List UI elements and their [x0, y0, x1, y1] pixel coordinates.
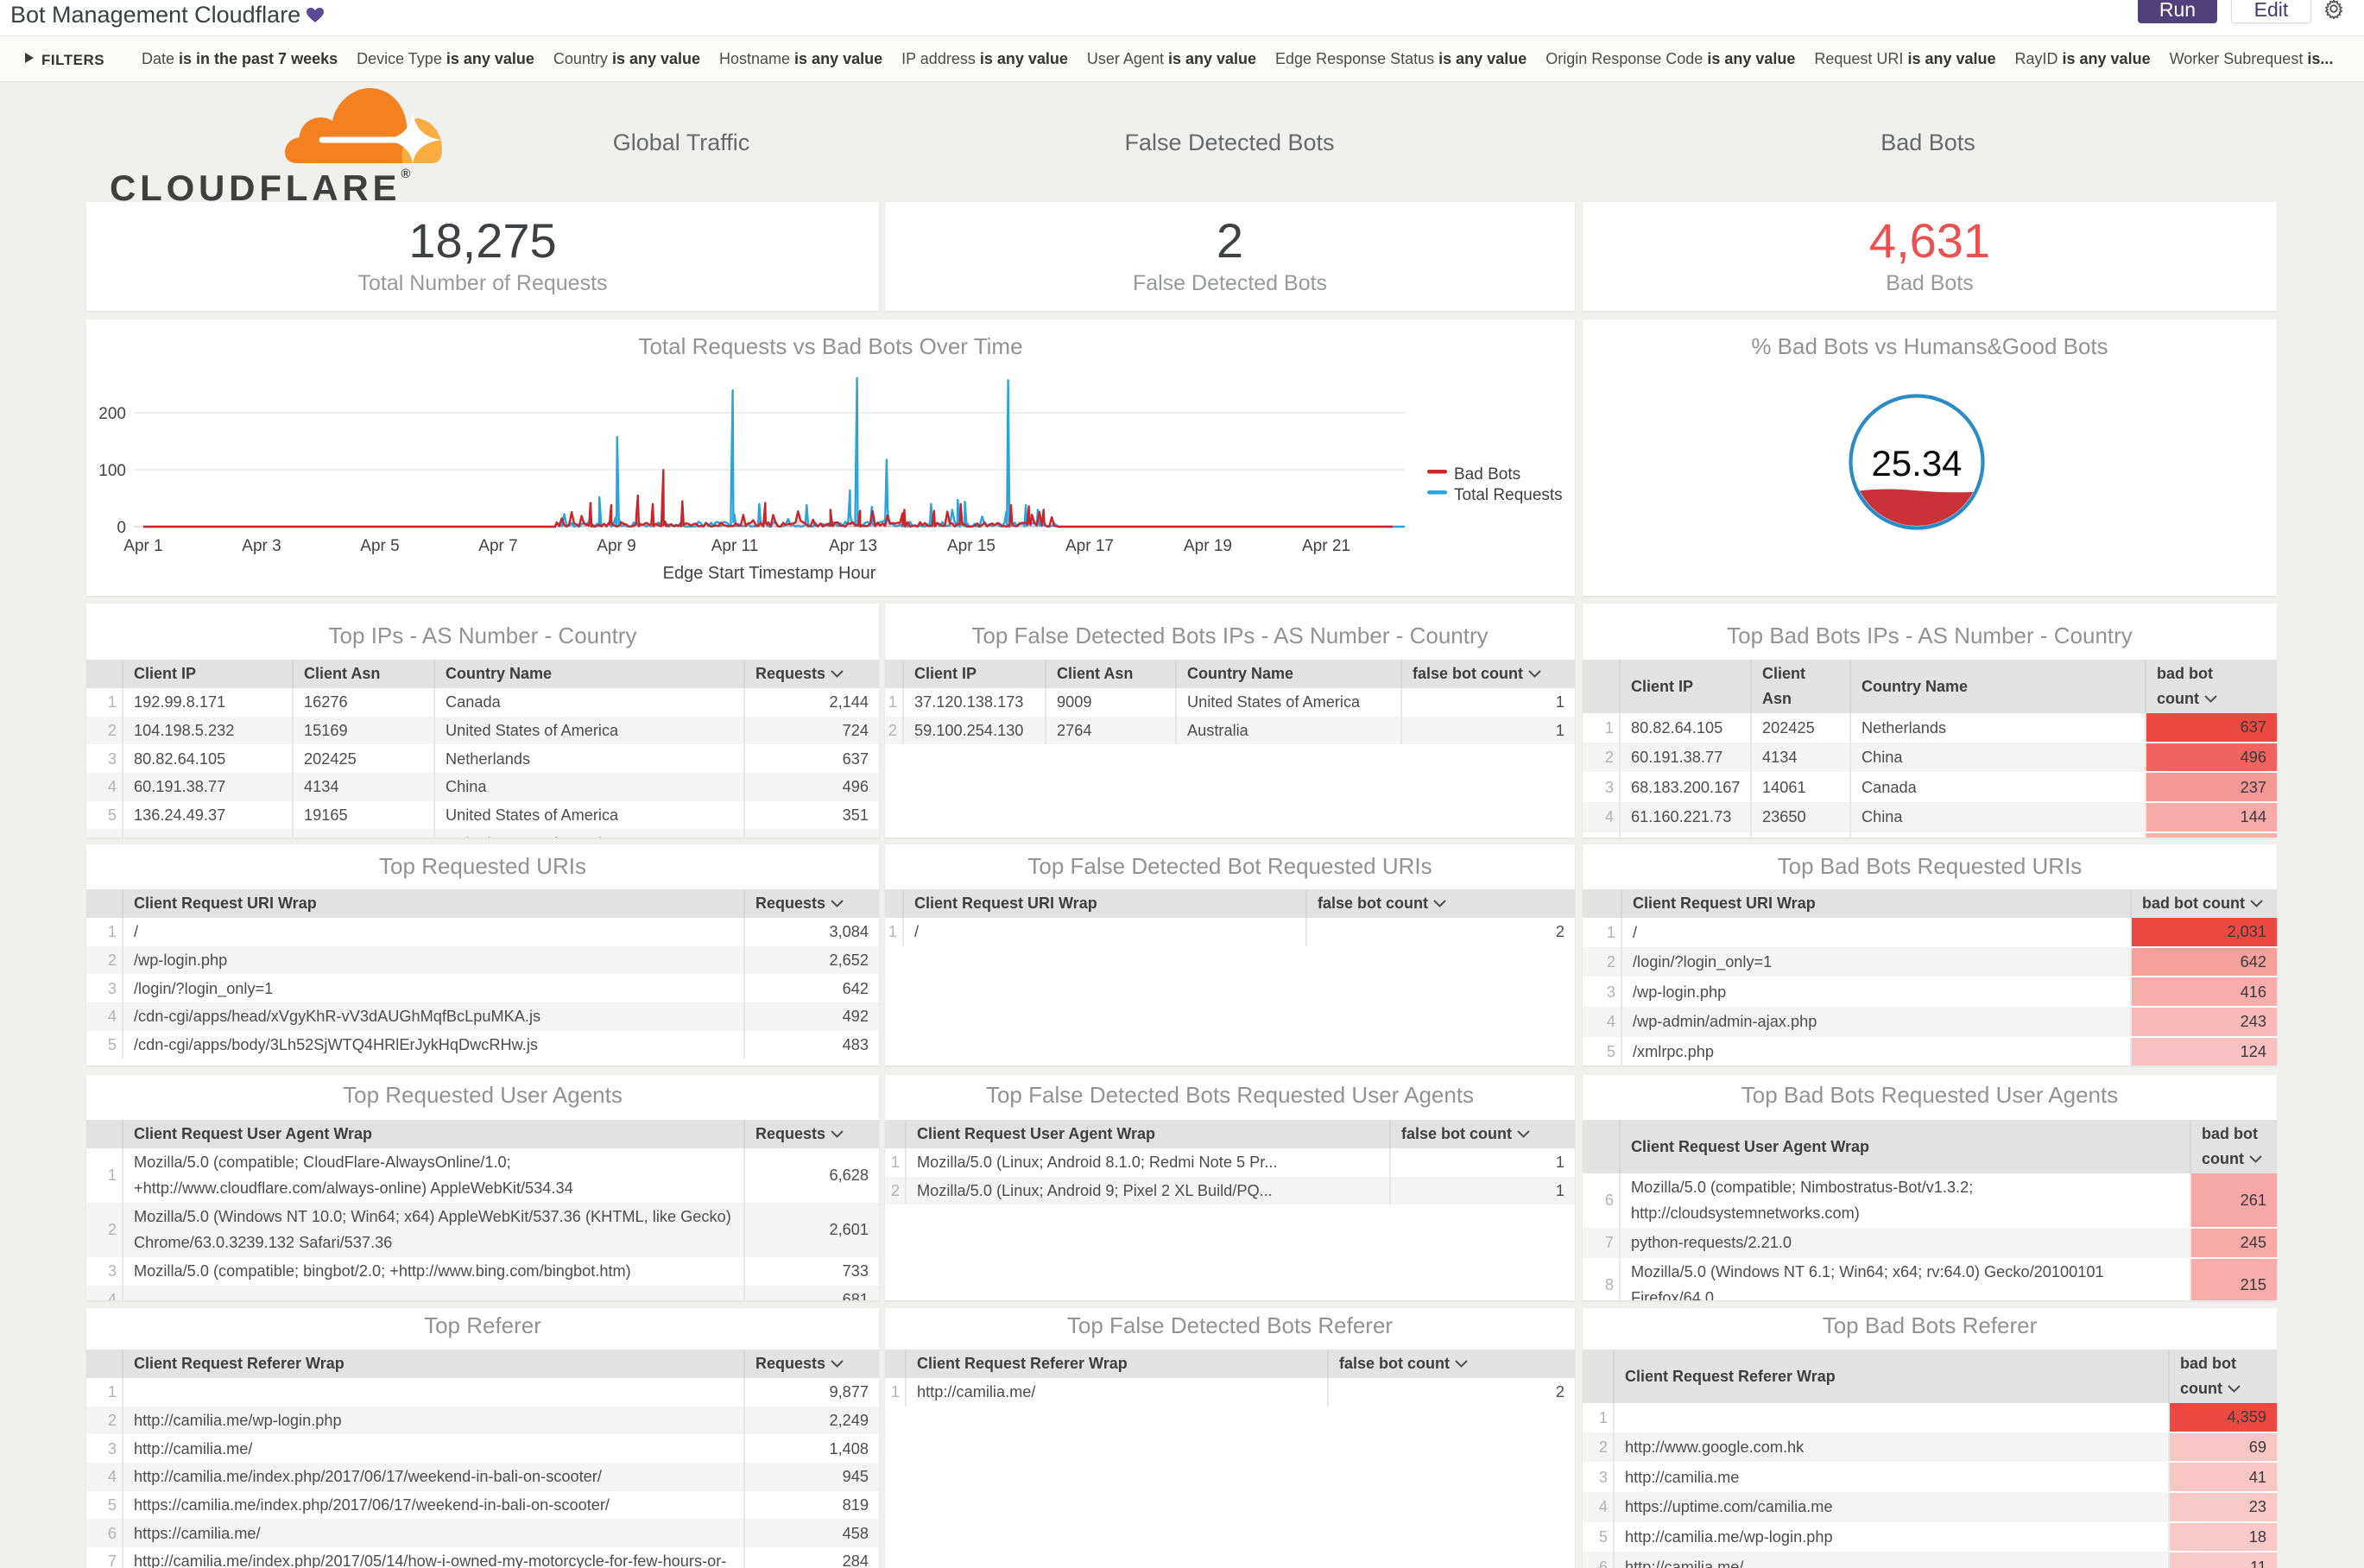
svg-text:Apr 9: Apr 9 [597, 537, 635, 555]
svg-text:Edge Start Timestamp Hour: Edge Start Timestamp Hour [663, 564, 876, 583]
svg-text:25.34: 25.34 [1871, 443, 1962, 484]
svg-text:0: 0 [117, 519, 126, 537]
svg-text:Apr 3: Apr 3 [242, 537, 281, 555]
svg-text:100: 100 [98, 462, 126, 480]
svg-text:Apr 15: Apr 15 [947, 537, 996, 555]
svg-text:Total Requests: Total Requests [1454, 486, 1563, 504]
svg-text:Apr 5: Apr 5 [360, 537, 399, 555]
svg-text:Apr 13: Apr 13 [829, 537, 877, 555]
svg-text:Apr 19: Apr 19 [1184, 537, 1232, 555]
svg-text:% Bad Bots vs Humans&Good Bots: % Bad Bots vs Humans&Good Bots [1751, 333, 2108, 359]
svg-text:Apr 1: Apr 1 [123, 537, 162, 555]
svg-text:Apr 11: Apr 11 [711, 537, 759, 555]
svg-text:200: 200 [98, 405, 126, 423]
svg-text:Total Requests vs Bad Bots Ove: Total Requests vs Bad Bots Over Time [638, 333, 1022, 359]
svg-text:Apr 7: Apr 7 [478, 537, 517, 555]
svg-text:Bad Bots: Bad Bots [1454, 465, 1520, 484]
svg-text:Apr 21: Apr 21 [1302, 537, 1350, 555]
svg-text:Apr 17: Apr 17 [1065, 537, 1114, 555]
